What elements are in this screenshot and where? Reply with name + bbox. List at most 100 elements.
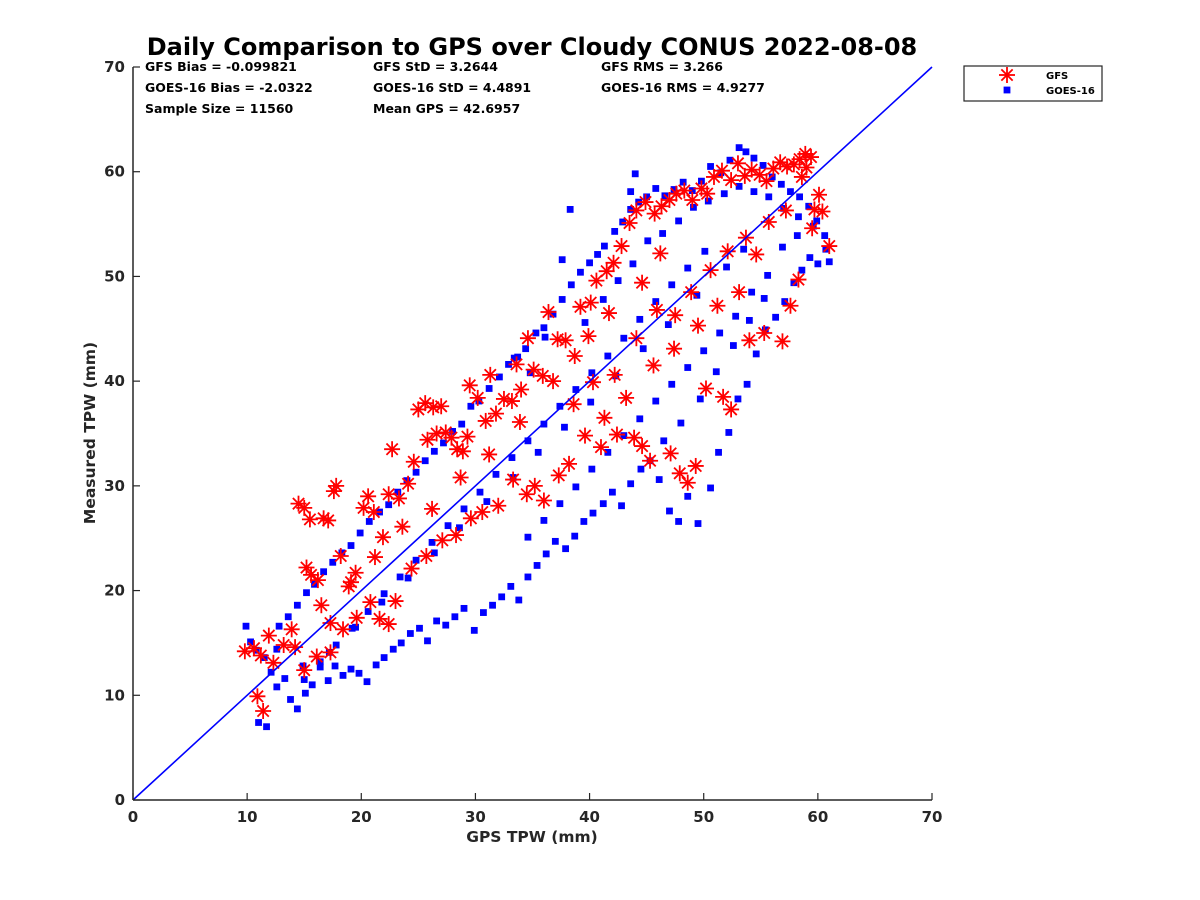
data-point-goes16	[726, 156, 734, 164]
data-point-gfs	[519, 330, 536, 347]
data-point-gfs	[298, 559, 315, 576]
data-point-gfs	[459, 428, 476, 445]
data-point-goes16	[507, 582, 515, 590]
data-point-gfs	[652, 245, 669, 262]
data-point-gfs	[565, 396, 582, 413]
data-point-gfs	[580, 328, 597, 345]
data-point-goes16	[748, 288, 756, 296]
data-point-gfs	[566, 348, 583, 365]
data-point-goes16	[524, 437, 532, 445]
data-point-goes16	[644, 237, 652, 245]
data-point-gfs	[782, 297, 799, 314]
stat-goes16-bias: GOES-16 Bias = -2.0322	[145, 80, 313, 95]
data-point-gfs	[557, 332, 574, 349]
stat-gfs-std: GFS StD = 3.2644	[373, 59, 498, 74]
data-point-gfs	[495, 390, 512, 407]
chart-title: Daily Comparison to GPS over Cloudy CONU…	[147, 33, 918, 61]
data-point-goes16	[566, 206, 574, 213]
data-point-gfs	[371, 610, 388, 627]
data-point-goes16	[389, 645, 397, 653]
data-point-gfs	[309, 572, 326, 589]
data-point-goes16	[599, 296, 607, 303]
data-point-goes16	[303, 589, 310, 597]
data-point-gfs	[676, 182, 693, 199]
data-point-goes16	[581, 319, 589, 326]
data-point-goes16	[301, 689, 309, 697]
data-point-gfs	[588, 272, 605, 289]
data-point-gfs	[697, 380, 714, 397]
data-point-goes16	[524, 533, 532, 541]
data-point-goes16	[449, 428, 456, 435]
data-point-gfs	[793, 168, 810, 185]
data-point-goes16	[806, 254, 814, 261]
data-point-goes16	[380, 654, 388, 661]
y-tick-label: 50	[104, 267, 125, 285]
data-point-gfs	[729, 155, 746, 172]
data-point-goes16	[745, 317, 753, 324]
data-point-gfs	[474, 504, 491, 521]
data-point-goes16	[704, 197, 712, 205]
data-point-goes16	[580, 518, 588, 525]
data-point-goes16	[627, 206, 635, 213]
data-point-goes16	[255, 719, 262, 726]
legend-gfs-label: GFS	[1046, 71, 1068, 82]
data-point-goes16	[636, 415, 644, 423]
data-point-goes16	[534, 448, 542, 456]
data-point-goes16	[397, 639, 405, 647]
data-point-goes16	[421, 457, 429, 465]
data-point-gfs	[577, 427, 594, 444]
data-point-gfs	[380, 616, 397, 633]
data-point-goes16	[572, 386, 580, 393]
data-point-gfs	[320, 512, 337, 529]
data-point-goes16	[652, 185, 660, 192]
data-point-gfs	[723, 401, 740, 418]
data-point-goes16	[715, 448, 722, 456]
data-point-goes16	[664, 321, 672, 328]
data-point-gfs	[443, 429, 460, 446]
stat-gfs-rms: GFS RMS = 3.266	[601, 59, 723, 74]
legend-goes16-marker	[1003, 86, 1011, 94]
x-tick-label: 50	[693, 808, 714, 826]
data-point-gfs	[343, 574, 360, 591]
data-point-goes16	[729, 342, 737, 349]
data-point-goes16	[416, 624, 423, 632]
data-point-gfs	[634, 274, 651, 291]
data-point-gfs	[667, 307, 684, 324]
data-point-goes16	[793, 232, 801, 239]
data-point-gfs	[621, 215, 638, 232]
data-point-goes16	[380, 590, 388, 598]
data-point-goes16	[652, 298, 660, 305]
data-point-gfs	[596, 409, 613, 426]
data-point-goes16	[412, 468, 420, 476]
data-point-gfs	[366, 549, 383, 566]
data-point-goes16	[814, 260, 822, 268]
data-point-gfs	[687, 457, 704, 474]
data-point-goes16	[627, 480, 635, 488]
data-point-gfs	[390, 490, 407, 507]
y-tick-label: 70	[104, 58, 125, 76]
data-point-goes16	[690, 203, 697, 211]
data-point-gfs	[260, 627, 277, 644]
data-point-goes16	[542, 550, 550, 558]
data-point-goes16	[601, 242, 608, 250]
data-point-goes16	[723, 263, 730, 271]
data-point-goes16	[716, 329, 724, 337]
data-point-gfs	[518, 486, 535, 503]
data-point-goes16	[299, 662, 307, 670]
data-point-goes16	[619, 218, 627, 226]
data-point-gfs	[308, 648, 325, 665]
data-point-gfs	[332, 548, 349, 565]
data-point-goes16	[556, 500, 564, 508]
data-point-goes16	[707, 163, 714, 170]
data-point-goes16	[489, 601, 496, 609]
data-point-goes16	[670, 186, 678, 193]
data-point-gfs	[322, 644, 339, 661]
data-point-gfs	[671, 465, 688, 482]
data-point-gfs	[774, 333, 791, 350]
data-point-gfs	[626, 429, 643, 446]
data-point-gfs	[731, 284, 748, 301]
data-point-gfs	[550, 467, 567, 484]
data-point-goes16	[660, 437, 668, 445]
data-point-goes16	[458, 420, 466, 428]
data-point-gfs	[400, 475, 417, 492]
